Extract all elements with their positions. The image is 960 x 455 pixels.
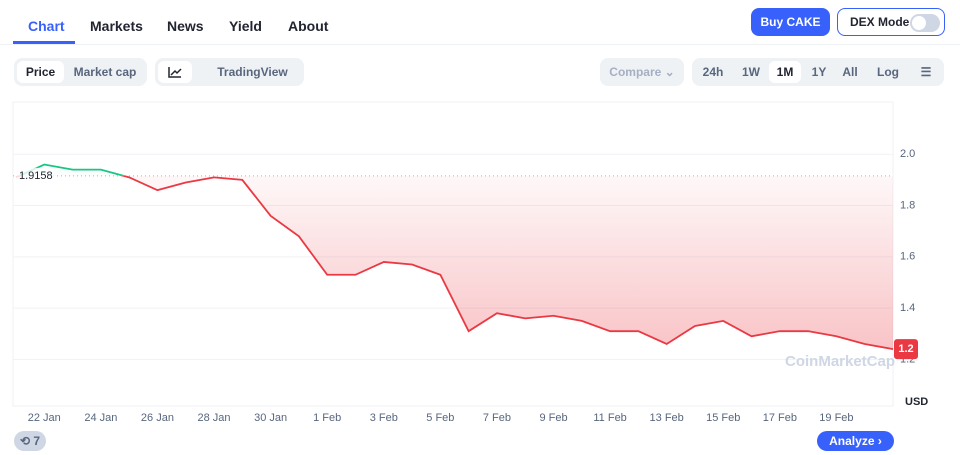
x-tick-label: 13 Feb (650, 412, 684, 424)
y-tick-label: 2.0 (900, 148, 915, 160)
nav-tab[interactable]: Yield (229, 18, 262, 34)
x-tick-label: 5 Feb (426, 412, 454, 424)
line-down (15, 175, 894, 350)
area-up (19, 164, 124, 176)
toggle-knob (912, 16, 926, 30)
y-tick-label: 1.2 (900, 353, 915, 365)
range-group (692, 58, 944, 86)
tradingview[interactable]: TradingView (205, 61, 300, 83)
buy-button[interactable]: Buy CAKE (751, 8, 830, 36)
x-tick-label: 30 Jan (254, 412, 287, 424)
tv-label: TradingView (217, 65, 288, 79)
x-tick-label: 26 Jan (141, 412, 174, 424)
x-tick-label: 19 Feb (819, 412, 853, 424)
nav-tab[interactable]: Markets (90, 18, 143, 34)
nav-tab[interactable]: News (167, 18, 204, 34)
analyze-button[interactable]: Analyze › (817, 431, 894, 451)
range-option[interactable]: 1Y (811, 65, 827, 79)
dex-mode-button[interactable]: DEX Mode (837, 8, 945, 36)
history-badge[interactable]: ⟲ 7 (14, 431, 46, 451)
y-tick-label: 1.6 (900, 251, 915, 263)
log-label: Log (877, 65, 899, 79)
x-tick-label: 7 Feb (483, 412, 511, 424)
compare-group (600, 58, 684, 86)
tab-underline (13, 41, 75, 44)
line-view[interactable] (158, 61, 192, 83)
toggle (910, 14, 940, 32)
badge-count: 7 (33, 434, 41, 448)
watermark: CoinMarketCap (785, 353, 895, 370)
y-tick-label: 1.4 (900, 302, 915, 314)
metric-option[interactable]: Market cap (73, 65, 137, 79)
x-tick-label: 3 Feb (370, 412, 398, 424)
compare-label: Compare (609, 65, 662, 79)
x-tick-label: 9 Feb (539, 412, 567, 424)
line-icon (168, 67, 182, 78)
dex-label: DEX Mode (850, 15, 910, 29)
y-tick-label: 1.8 (900, 199, 915, 211)
nav-tab[interactable]: About (288, 18, 329, 34)
x-tick-label: 15 Feb (706, 412, 740, 424)
compare[interactable]: Compare ⌄ (609, 65, 675, 79)
x-tick-label: 24 Jan (84, 412, 117, 424)
range-option[interactable]: 24h (702, 65, 724, 79)
line-up (17, 163, 128, 176)
range-option[interactable]: 1W (742, 65, 760, 79)
x-tick-label: 17 Feb (763, 412, 797, 424)
log[interactable]: Log (871, 61, 905, 83)
baseline-label-bg (14, 167, 54, 184)
divider (0, 44, 960, 45)
price-tag-label: 1.2 (898, 343, 913, 355)
y-unit: USD (905, 396, 928, 408)
metric-option[interactable]: Price (17, 61, 64, 83)
price-tag (894, 339, 918, 360)
baseline-label: 1.9158 (19, 170, 53, 182)
nav-tab[interactable]: Chart (28, 18, 65, 34)
settings[interactable]: ☰ (920, 65, 932, 79)
range-option[interactable]: All (842, 65, 858, 79)
x-tick-label: 28 Jan (198, 412, 231, 424)
plot-frame (12, 101, 894, 407)
x-tick-label: 22 Jan (28, 412, 61, 424)
x-tick-label: 1 Feb (313, 412, 341, 424)
x-tick-label: 11 Feb (593, 412, 626, 424)
range-option[interactable]: 1M (769, 61, 801, 83)
area-down (16, 175, 893, 350)
analyze-label: Analyze (829, 434, 875, 448)
